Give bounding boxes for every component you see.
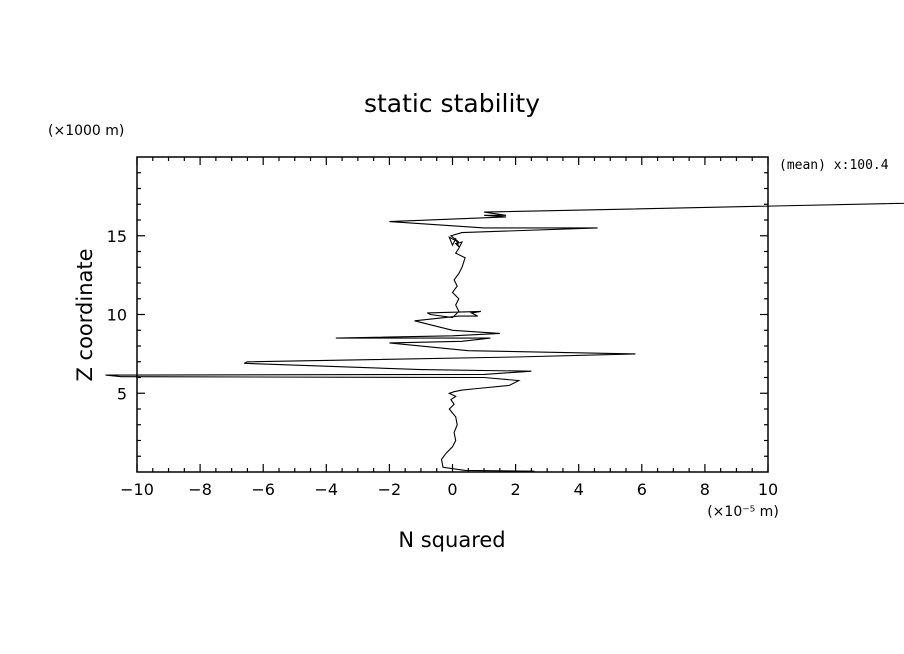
- y-tick-label: 5: [117, 384, 127, 403]
- x-tick-label: −6: [251, 480, 275, 499]
- x-tick-label: 4: [574, 480, 584, 499]
- chart-title: static stability: [364, 89, 540, 118]
- x-tick-label: −8: [188, 480, 212, 499]
- plot-area: [105, 202, 904, 472]
- y-axis-ticks: 5 10 15: [107, 172, 768, 457]
- x-tick-label: −4: [315, 480, 339, 499]
- plot-frame: [136, 156, 769, 473]
- y-tick-label: 10: [107, 306, 127, 325]
- y-tick-label: 15: [107, 227, 127, 246]
- x-tick-label: 2: [511, 480, 521, 499]
- x-tick-label: 0: [447, 480, 457, 499]
- x-tick-label: −10: [120, 480, 154, 499]
- y-unit-label: (×1000 m): [48, 123, 124, 139]
- x-tick-label: 6: [637, 480, 647, 499]
- x-unit-label: (×10⁻⁵ m): [707, 504, 779, 520]
- mean-annotation: (mean) x:100.4: [779, 158, 889, 173]
- x-axis-label: N squared: [398, 528, 505, 552]
- y-axis-label: Z coordinate: [73, 248, 97, 381]
- x-tick-label: −2: [378, 480, 402, 499]
- x-axis-ticks: −10 −8 −6 −4 −2 0 2 4 6 8 10: [120, 157, 778, 499]
- x-tick-label: 8: [700, 480, 710, 499]
- x-tick-label: 10: [758, 480, 778, 499]
- n-squared-profile-line: [105, 202, 904, 472]
